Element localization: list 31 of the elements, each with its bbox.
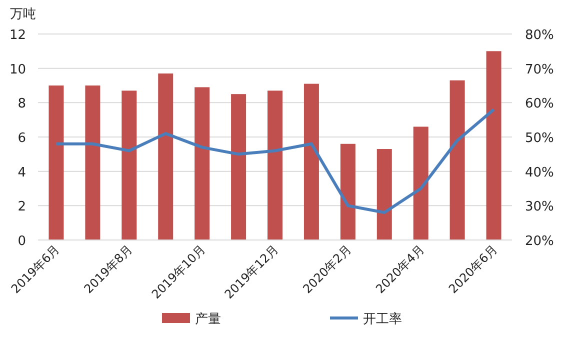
bar — [268, 90, 282, 240]
y-tick-label: 6 — [18, 131, 26, 146]
bar — [158, 73, 174, 240]
bar — [340, 144, 356, 240]
y-tick-label: 4 — [18, 165, 26, 180]
y2-tick-label: 20% — [525, 234, 554, 249]
line-series — [54, 108, 496, 214]
bar — [194, 87, 210, 240]
legend-label: 产量 — [195, 312, 221, 327]
bar — [122, 90, 137, 240]
y-axis-title: 万吨 — [10, 7, 36, 22]
y-tick-label: 0 — [18, 234, 26, 249]
bar — [231, 94, 246, 240]
bar — [48, 86, 64, 240]
legend-label: 开工率 — [363, 311, 402, 327]
y2-tick-label: 80% — [525, 28, 554, 43]
bar — [85, 86, 100, 240]
y-tick-label: 12 — [9, 28, 26, 43]
y2-tick-label: 50% — [525, 131, 554, 146]
bar — [486, 51, 502, 240]
y2-tick-label: 30% — [525, 200, 554, 215]
bar — [450, 80, 465, 240]
y-tick-label: 10 — [9, 62, 26, 78]
y2-tick-label: 70% — [525, 62, 554, 78]
y2-tick-label: 40% — [525, 165, 554, 180]
y-tick-label: 8 — [18, 96, 26, 112]
bar — [376, 149, 392, 240]
y2-tick-label: 60% — [525, 96, 554, 112]
bar — [413, 126, 428, 240]
y-tick-label: 2 — [18, 200, 26, 215]
bar — [304, 84, 319, 240]
